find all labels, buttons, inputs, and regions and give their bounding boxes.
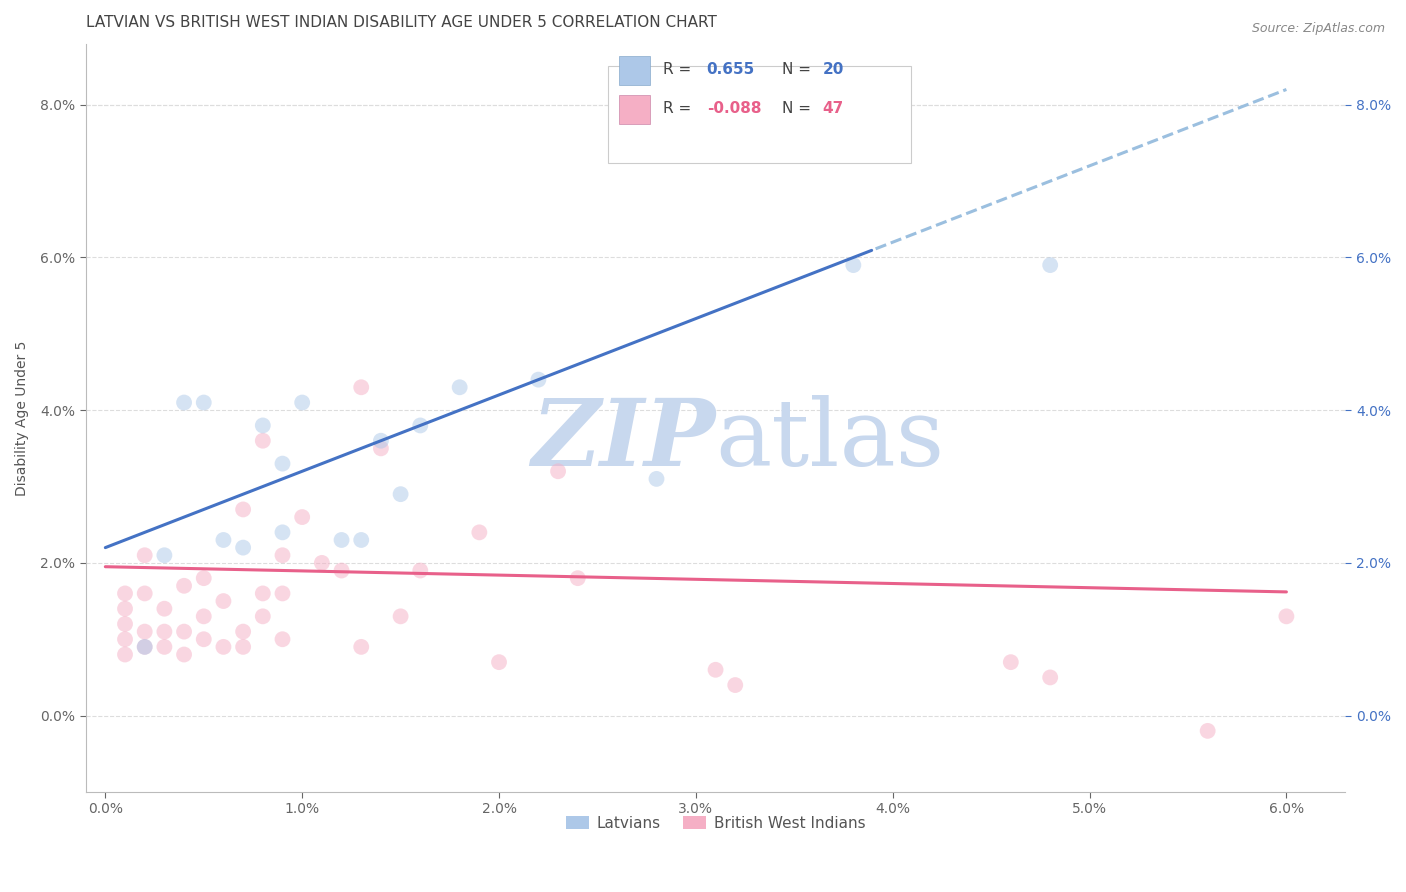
Point	[134, 640, 156, 654]
Text: atlas: atlas	[716, 395, 945, 485]
Text: -0.088: -0.088	[707, 101, 761, 116]
Point	[232, 541, 254, 555]
Point	[389, 487, 412, 501]
Point	[330, 564, 353, 578]
Point	[134, 548, 156, 562]
Point	[449, 380, 471, 394]
Point	[645, 472, 668, 486]
Point	[252, 609, 274, 624]
Bar	[619, 56, 650, 85]
Point	[153, 601, 176, 615]
Point	[370, 442, 392, 456]
Point	[212, 594, 235, 608]
Point	[134, 640, 156, 654]
Point	[527, 373, 550, 387]
Bar	[619, 95, 650, 124]
Point	[193, 571, 215, 585]
Point	[1000, 655, 1022, 669]
Point	[1197, 723, 1219, 738]
Legend: Latvians, British West Indians: Latvians, British West Indians	[560, 809, 872, 837]
Point	[173, 395, 195, 409]
Point	[271, 548, 294, 562]
Point	[252, 434, 274, 448]
Text: Source: ZipAtlas.com: Source: ZipAtlas.com	[1251, 22, 1385, 36]
Point	[114, 632, 136, 647]
Point	[291, 510, 314, 524]
Point	[193, 632, 215, 647]
Point	[1039, 258, 1062, 272]
Point	[547, 464, 569, 478]
Point	[232, 624, 254, 639]
Text: LATVIAN VS BRITISH WEST INDIAN DISABILITY AGE UNDER 5 CORRELATION CHART: LATVIAN VS BRITISH WEST INDIAN DISABILIT…	[86, 15, 717, 30]
Text: ZIP: ZIP	[531, 395, 716, 485]
Point	[330, 533, 353, 547]
Point	[389, 609, 412, 624]
Point	[114, 601, 136, 615]
Point	[291, 395, 314, 409]
Point	[173, 579, 195, 593]
Point	[704, 663, 727, 677]
Point	[724, 678, 747, 692]
Point	[153, 624, 176, 639]
Point	[409, 418, 432, 433]
Point	[114, 586, 136, 600]
Point	[114, 648, 136, 662]
Point	[350, 533, 373, 547]
Text: 0.655: 0.655	[707, 62, 755, 77]
Point	[212, 533, 235, 547]
Point	[567, 571, 589, 585]
Point	[193, 395, 215, 409]
Y-axis label: Disability Age Under 5: Disability Age Under 5	[15, 340, 30, 495]
Text: R =: R =	[662, 62, 690, 77]
Text: R =: R =	[662, 101, 690, 116]
Point	[134, 586, 156, 600]
Point	[212, 640, 235, 654]
Point	[252, 586, 274, 600]
Text: 20: 20	[823, 62, 844, 77]
Point	[271, 457, 294, 471]
Text: N =: N =	[782, 62, 811, 77]
Point	[1039, 670, 1062, 684]
Point	[271, 586, 294, 600]
Point	[153, 548, 176, 562]
Point	[173, 624, 195, 639]
Point	[488, 655, 510, 669]
Point	[153, 640, 176, 654]
Point	[193, 609, 215, 624]
Point	[370, 434, 392, 448]
Point	[311, 556, 333, 570]
Point	[271, 525, 294, 540]
Point	[842, 258, 865, 272]
Text: 47: 47	[823, 101, 844, 116]
Point	[173, 648, 195, 662]
Point	[350, 640, 373, 654]
Point	[252, 418, 274, 433]
FancyBboxPatch shape	[609, 66, 911, 163]
Point	[468, 525, 491, 540]
Point	[1275, 609, 1298, 624]
Text: N =: N =	[782, 101, 811, 116]
Point	[114, 617, 136, 632]
Point	[134, 624, 156, 639]
Point	[409, 564, 432, 578]
Point	[232, 502, 254, 516]
Point	[350, 380, 373, 394]
Point	[232, 640, 254, 654]
Point	[271, 632, 294, 647]
